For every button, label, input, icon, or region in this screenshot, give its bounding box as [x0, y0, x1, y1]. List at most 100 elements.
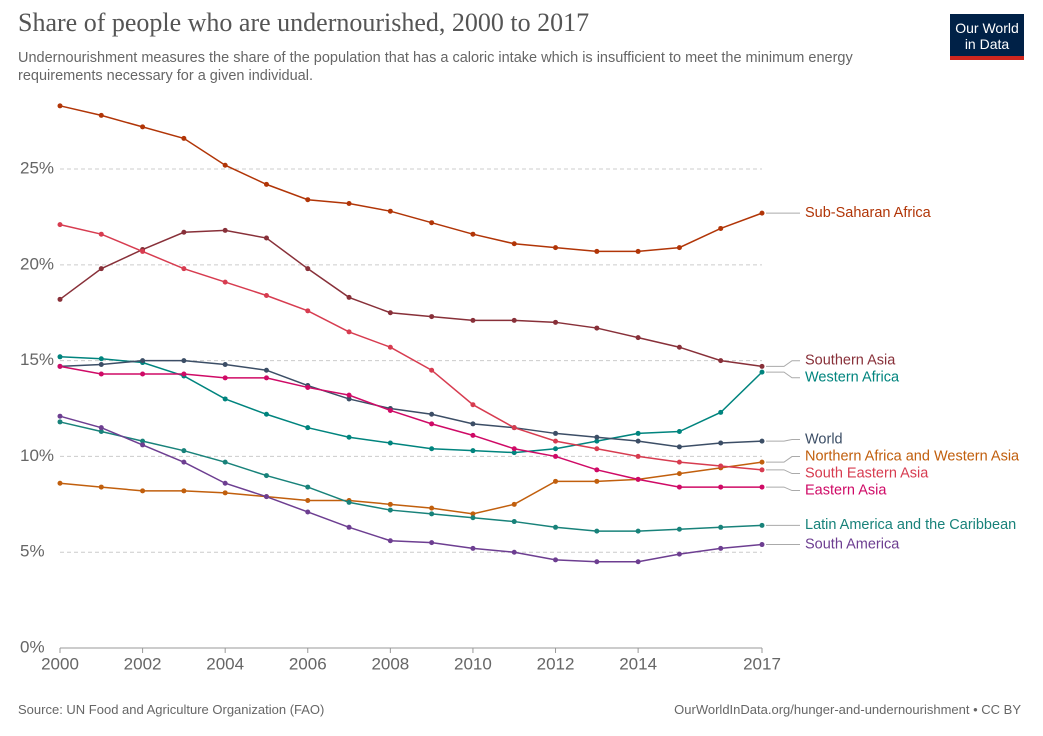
- data-point: [263, 292, 269, 298]
- data-point: [181, 488, 187, 494]
- data-point: [346, 434, 352, 440]
- data-point: [676, 551, 682, 557]
- data-point: [429, 446, 435, 452]
- data-point: [759, 484, 765, 490]
- data-point: [594, 438, 600, 444]
- data-point: [553, 430, 559, 436]
- data-point: [429, 220, 435, 226]
- data-point: [429, 540, 435, 546]
- data-point: [98, 371, 104, 377]
- data-point: [470, 317, 476, 323]
- data-point: [429, 314, 435, 320]
- logo-line: in Data: [964, 36, 1010, 52]
- series-line: [59, 229, 763, 368]
- data-point: [263, 375, 269, 381]
- data-point: [635, 528, 641, 534]
- data-point: [346, 524, 352, 530]
- data-point: [346, 392, 352, 398]
- data-point: [98, 429, 104, 435]
- data-point: [387, 507, 393, 513]
- data-point: [511, 501, 517, 507]
- series-line: [59, 356, 763, 454]
- data-point: [98, 484, 104, 490]
- data-point: [718, 440, 724, 446]
- data-point: [553, 453, 559, 459]
- data-point: [181, 371, 187, 377]
- source-url[interactable]: OurWorldInData.org/hunger-and-undernouri…: [674, 702, 1021, 717]
- data-point: [181, 448, 187, 454]
- data-point: [470, 421, 476, 427]
- data-point: [181, 229, 187, 235]
- series-line: [59, 359, 763, 448]
- data-point: [470, 511, 476, 517]
- data-point: [222, 227, 228, 233]
- data-point: [181, 135, 187, 141]
- data-point: [676, 429, 682, 435]
- data-point: [98, 356, 104, 362]
- data-point: [57, 222, 63, 228]
- data-point: [57, 354, 63, 360]
- data-point: [57, 413, 63, 419]
- data-point: [57, 363, 63, 369]
- data-point: [305, 484, 311, 490]
- data-point: [140, 438, 146, 444]
- legend-label: South America: [805, 536, 900, 552]
- data-point: [635, 476, 641, 482]
- y-tick-label: 15%: [20, 350, 54, 369]
- data-point: [346, 396, 352, 402]
- x-tick-label: 2012: [537, 654, 575, 673]
- label-connector: [766, 371, 800, 379]
- data-point: [263, 411, 269, 417]
- data-point: [305, 425, 311, 431]
- data-point: [57, 296, 63, 302]
- source: Source: UN Food and Agriculture Organiza…: [18, 702, 325, 717]
- series-line: [59, 365, 762, 488]
- data-point: [759, 210, 765, 216]
- logo[interactable]: Our World in Data: [950, 14, 1024, 60]
- data-point: [387, 208, 393, 214]
- legend-label: Eastern Asia: [805, 482, 887, 498]
- data-point: [511, 549, 517, 555]
- y-tick-label: 10%: [20, 446, 54, 465]
- data-point: [57, 480, 63, 486]
- data-point: [553, 478, 559, 484]
- label-connector: [766, 486, 800, 492]
- data-point: [263, 367, 269, 373]
- label-connector: [766, 360, 800, 367]
- data-point: [759, 459, 765, 465]
- data-point: [305, 266, 311, 272]
- x-tick-label: 2006: [289, 654, 327, 673]
- data-point: [635, 430, 641, 436]
- data-point: [181, 266, 187, 272]
- label-connector: [766, 456, 800, 463]
- data-point: [635, 335, 641, 341]
- data-point: [57, 419, 63, 425]
- data-point: [511, 519, 517, 525]
- label-connector: [766, 439, 800, 442]
- data-point: [676, 459, 682, 465]
- data-point: [305, 509, 311, 515]
- x-tick-label: 2002: [124, 654, 162, 673]
- x-tick-label: 2014: [619, 654, 657, 673]
- data-point: [594, 434, 600, 440]
- series-line: [59, 421, 763, 532]
- data-point: [718, 358, 724, 364]
- data-point: [594, 446, 600, 452]
- data-point: [263, 235, 269, 241]
- data-point: [470, 515, 476, 521]
- data-point: [594, 248, 600, 254]
- data-point: [140, 442, 146, 448]
- label-connector: [766, 469, 800, 475]
- legend-label: Southern Asia: [805, 353, 896, 369]
- data-point: [222, 375, 228, 381]
- data-point: [759, 522, 765, 528]
- data-point: [387, 344, 393, 350]
- data-point: [635, 453, 641, 459]
- data-point: [553, 438, 559, 444]
- data-point: [676, 471, 682, 477]
- data-point: [511, 317, 517, 323]
- data-point: [305, 308, 311, 314]
- series-line: [59, 461, 763, 515]
- data-point: [594, 528, 600, 534]
- data-point: [635, 248, 641, 254]
